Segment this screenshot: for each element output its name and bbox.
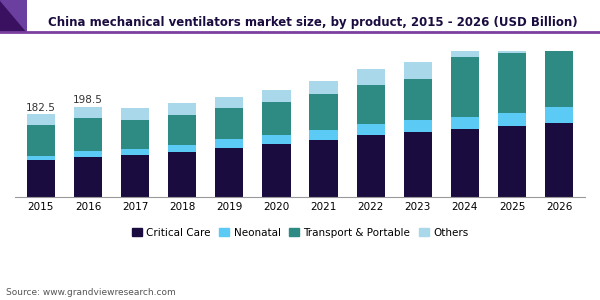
Bar	[74, 118, 102, 151]
Bar	[215, 97, 244, 108]
Bar	[215, 108, 244, 140]
Bar	[404, 79, 432, 120]
Bar	[215, 140, 244, 148]
Legend: Critical Care, Neonatal, Transport & Portable, Others: Critical Care, Neonatal, Transport & Por…	[127, 224, 473, 242]
Bar	[404, 132, 432, 197]
Text: China mechanical ventilators market size, by product, 2015 - 2026 (USD Billion): China mechanical ventilators market size…	[48, 16, 578, 29]
Bar	[262, 90, 290, 103]
Bar	[404, 120, 432, 132]
Bar	[545, 122, 573, 197]
Bar	[545, 50, 573, 106]
Bar	[451, 33, 479, 57]
Bar	[404, 62, 432, 79]
Bar	[498, 53, 526, 112]
Bar	[168, 115, 196, 145]
Bar	[215, 148, 244, 197]
Bar	[74, 151, 102, 157]
Bar	[262, 144, 290, 197]
Bar	[451, 117, 479, 129]
Bar	[27, 156, 55, 161]
Bar	[27, 125, 55, 156]
Bar	[121, 155, 149, 197]
Bar	[310, 140, 338, 197]
Bar	[27, 160, 55, 197]
Bar	[356, 135, 385, 197]
Bar	[498, 112, 526, 126]
Bar	[356, 85, 385, 124]
Bar	[168, 103, 196, 115]
Polygon shape	[0, 0, 27, 32]
Bar	[262, 135, 290, 144]
Bar	[27, 114, 55, 125]
Bar	[451, 57, 479, 117]
Bar	[168, 152, 196, 197]
Bar	[121, 108, 149, 120]
Bar	[356, 124, 385, 135]
Bar	[168, 145, 196, 152]
Text: Source: www.grandviewresearch.com: Source: www.grandviewresearch.com	[6, 288, 176, 297]
Bar	[545, 10, 573, 50]
Bar	[262, 103, 290, 135]
Bar	[498, 126, 526, 197]
Text: 198.5: 198.5	[73, 95, 103, 105]
Bar	[310, 81, 338, 94]
Text: 182.5: 182.5	[26, 103, 56, 112]
Bar	[74, 157, 102, 197]
Bar	[498, 28, 526, 53]
Bar	[74, 106, 102, 119]
Bar	[356, 69, 385, 85]
Polygon shape	[0, 0, 27, 32]
Bar	[451, 129, 479, 197]
Bar	[310, 130, 338, 140]
Bar	[121, 120, 149, 148]
Bar	[121, 148, 149, 155]
Bar	[545, 106, 573, 122]
Bar	[310, 94, 338, 130]
